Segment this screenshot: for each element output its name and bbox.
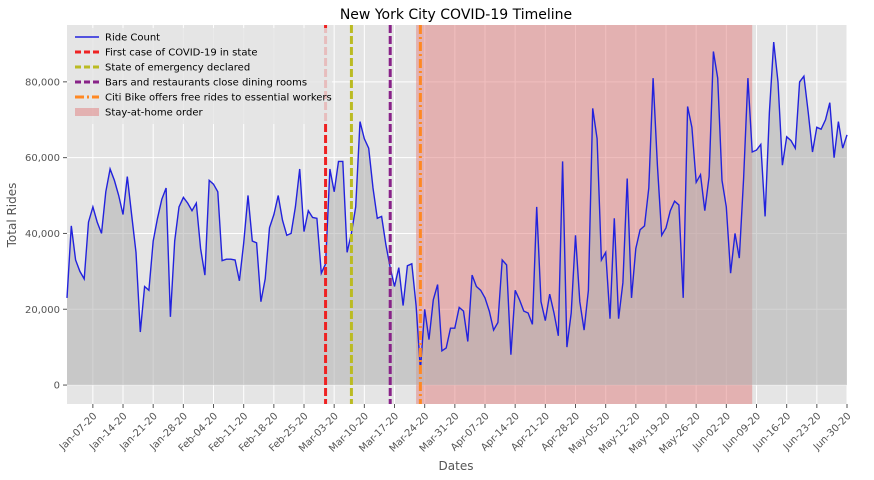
legend-label: Ride Count: [105, 33, 160, 44]
y-tick-label: 0: [54, 381, 60, 392]
y-axis-label: Total Rides: [5, 183, 19, 249]
event-lines: [324, 25, 422, 404]
legend-label: Bars and restaurants close dining rooms: [105, 78, 307, 89]
y-axis: 0 20,000 40,000 60,000 80,000: [25, 77, 67, 392]
chart-title: New York City COVID-19 Timeline: [340, 7, 572, 23]
legend-label: Citi Bike offers free rides to essential…: [105, 93, 332, 104]
y-tick-label: 80,000: [25, 77, 60, 88]
legend-label: Stay-at-home order: [105, 108, 203, 119]
ride-count-line: [66, 42, 848, 370]
legend-label: State of emergency declared: [105, 63, 250, 74]
y-tick-label: 40,000: [25, 229, 60, 240]
x-axis-label: Dates: [439, 459, 474, 473]
ride-count-series: [66, 42, 848, 370]
y-tick-label: 60,000: [25, 153, 60, 164]
x-axis: Jan-07-20Jan-14-20Jan-21-20Jan-28-20Feb-…: [57, 404, 854, 456]
legend: Ride Count First case of COVID-19 in stat…: [70, 28, 332, 124]
legend-label: First case of COVID-19 in state: [105, 48, 258, 59]
legend-swatch: [75, 108, 99, 116]
legend-box: [70, 28, 332, 124]
y-tick-label: 20,000: [25, 305, 60, 316]
